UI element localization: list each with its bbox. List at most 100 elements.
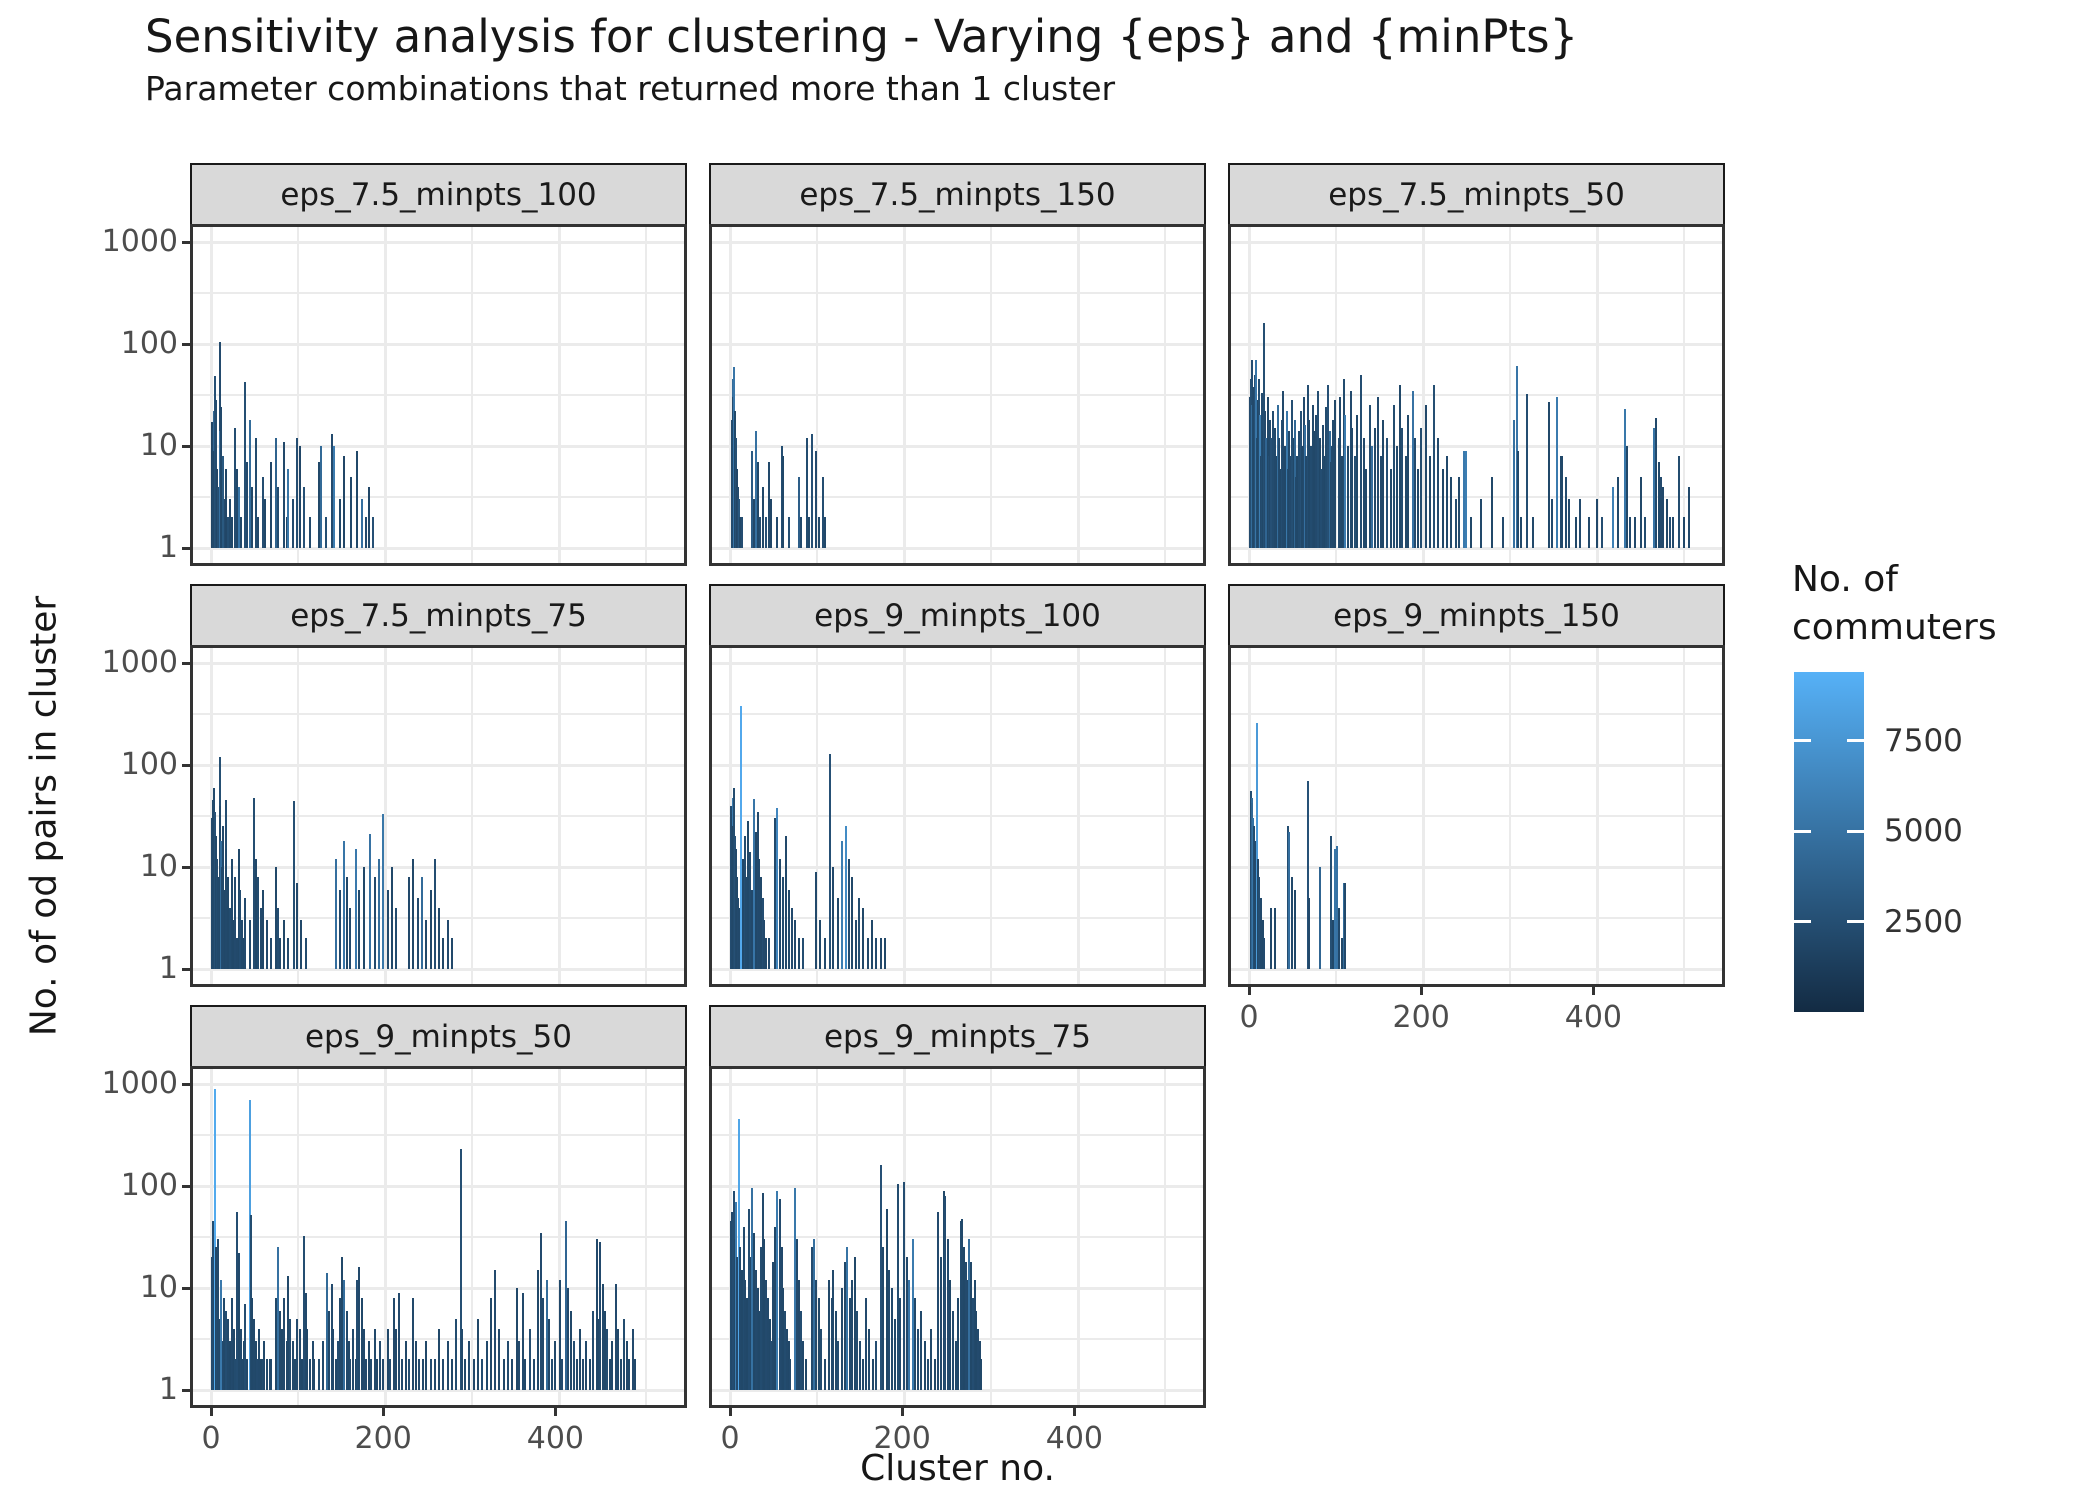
bar [528,1328,531,1390]
bar [597,1318,600,1390]
bar [808,517,811,548]
gridline-major [712,661,1203,665]
bar [970,1261,973,1390]
bar [521,1292,524,1390]
gridline-minor [712,1236,1203,1238]
bar [1309,446,1312,548]
bar [957,1297,960,1390]
x-axis-tick [210,1408,213,1416]
bar [373,876,376,969]
bar [813,1239,816,1390]
bar [227,876,230,969]
bar [222,826,225,969]
bar [745,876,748,969]
bar [773,1226,776,1390]
bar [382,1359,385,1390]
bar [888,1270,891,1390]
bar [220,1279,223,1390]
bar [754,832,757,969]
bar [862,907,865,969]
bar [294,1359,297,1390]
gridline-minor [193,496,684,498]
bar [741,1270,744,1390]
bar [753,1232,756,1390]
y-axis-tick-label: 1000 [101,645,178,680]
bar [776,807,779,969]
bar [759,876,762,969]
bar [414,1341,417,1390]
bar [298,1328,301,1390]
bar [763,1239,766,1390]
bar [395,907,398,969]
bar [851,1279,854,1390]
y-axis-title: No. of od pairs in cluster [23,595,65,1037]
bar [223,499,226,548]
bar [1682,517,1685,548]
bar [1601,517,1603,548]
bar [1548,402,1551,548]
bar [944,1195,947,1390]
bar [1368,405,1371,548]
bar [507,1341,510,1390]
bar [617,1328,620,1390]
bar [253,797,256,969]
gridline-major [1421,648,1425,984]
bar [1334,849,1337,969]
bar [737,1119,740,1390]
bar [254,1341,257,1390]
gridline-minor [1509,227,1511,563]
bar [1677,455,1680,548]
bar [731,1218,734,1390]
bar [485,1341,488,1390]
bar [1304,455,1307,548]
legend-tick-mark [1794,829,1811,833]
bar [585,1341,588,1390]
bar [796,1239,799,1390]
bar [866,938,869,969]
bar [606,1328,609,1390]
gridline-minor [1231,713,1722,715]
bar [230,858,233,969]
gridline-major [1595,227,1599,563]
bar [1377,397,1380,548]
gridline-major [193,546,684,550]
bar [828,1279,830,1390]
bar [287,938,290,969]
bar [578,1328,581,1390]
bar [810,434,813,548]
bar [845,826,848,969]
y-axis-tick [182,1287,190,1290]
x-axis-tick-label: 0 [720,1421,740,1456]
bar [1517,450,1520,548]
bar [742,1226,745,1390]
gridline-major [712,967,1203,971]
bar [1365,468,1368,548]
bar [502,1359,505,1390]
bar [1526,394,1529,548]
bar [1396,446,1399,548]
bar [1256,858,1259,969]
bar [1316,390,1319,548]
bar [631,1328,634,1390]
bar [401,1359,404,1390]
bar [363,867,366,969]
bar [819,920,822,969]
gridline-minor [712,815,1203,817]
bar [1325,407,1328,548]
gridline-minor [712,292,1203,294]
bar [930,1328,933,1390]
bar [371,517,374,548]
bar [1639,476,1642,548]
bar [337,1341,340,1390]
bar [455,1318,458,1390]
gridline-minor [1164,1069,1166,1405]
bar [753,799,756,969]
bar [386,889,389,969]
bar [261,1359,264,1390]
bar [248,1099,251,1390]
gridline-minor [1231,394,1722,396]
bar [1327,384,1330,548]
bar [846,1247,849,1390]
gridline-minor [1335,648,1337,984]
bar [425,920,428,969]
